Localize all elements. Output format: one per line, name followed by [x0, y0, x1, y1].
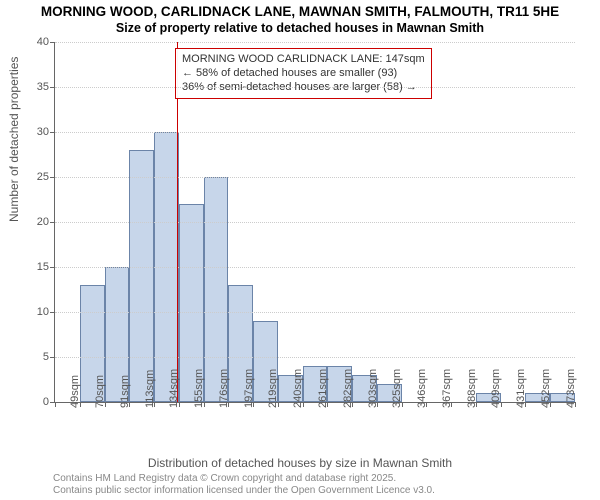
x-tick-mark: [80, 402, 81, 407]
x-tick-mark: [550, 402, 551, 407]
grid-line: [55, 132, 575, 133]
callout-box: MORNING WOOD CARLIDNACK LANE: 147sqm ← 5…: [175, 48, 432, 99]
x-tick-mark: [253, 402, 254, 407]
x-tick-mark: [377, 402, 378, 407]
y-tick-label: 35: [19, 81, 55, 93]
x-tick-mark: [278, 402, 279, 407]
x-tick-mark: [303, 402, 304, 407]
x-tick-mark: [228, 402, 229, 407]
x-tick-mark: [451, 402, 452, 407]
x-tick-mark: [476, 402, 477, 407]
callout-line: MORNING WOOD CARLIDNACK LANE: 147sqm: [182, 53, 425, 67]
grid-line: [55, 87, 575, 88]
y-tick-label: 25: [19, 171, 55, 183]
attribution: Contains HM Land Registry data © Crown c…: [53, 473, 435, 497]
x-tick-mark: [402, 402, 403, 407]
x-axis-label: Distribution of detached houses by size …: [0, 456, 600, 470]
histogram-bar: [129, 150, 154, 402]
x-tick-mark: [525, 402, 526, 407]
page-subtitle: Size of property relative to detached ho…: [0, 21, 600, 35]
x-tick-mark: [426, 402, 427, 407]
grid-line: [55, 42, 575, 43]
page-title: MORNING WOOD, CARLIDNACK LANE, MAWNAN SM…: [0, 4, 600, 20]
grid-line: [55, 222, 575, 223]
grid-line: [55, 357, 575, 358]
x-tick-mark: [501, 402, 502, 407]
y-tick-label: 10: [19, 306, 55, 318]
y-tick-label: 40: [19, 36, 55, 48]
grid-line: [55, 312, 575, 313]
x-tick-mark: [204, 402, 205, 407]
attribution-line: Contains HM Land Registry data © Crown c…: [53, 473, 435, 485]
y-tick-label: 5: [19, 351, 55, 363]
x-tick-mark: [179, 402, 180, 407]
plot-area: MORNING WOOD CARLIDNACK LANE: 147sqm ← 5…: [54, 42, 575, 403]
y-tick-label: 30: [19, 126, 55, 138]
x-tick-mark: [327, 402, 328, 407]
attribution-line: Contains public sector information licen…: [53, 485, 435, 497]
grid-line: [55, 177, 575, 178]
y-tick-label: 15: [19, 261, 55, 273]
x-tick-mark: [154, 402, 155, 407]
callout-line: ← 58% of detached houses are smaller (93…: [182, 67, 425, 81]
chart-container: MORNING WOOD, CARLIDNACK LANE, MAWNAN SM…: [0, 0, 600, 500]
x-tick-mark: [575, 402, 576, 407]
y-tick-label: 0: [19, 396, 55, 408]
x-tick-mark: [352, 402, 353, 407]
x-tick-mark: [55, 402, 56, 407]
y-tick-label: 20: [19, 216, 55, 228]
x-tick-mark: [129, 402, 130, 407]
x-tick-mark: [105, 402, 106, 407]
grid-line: [55, 267, 575, 268]
